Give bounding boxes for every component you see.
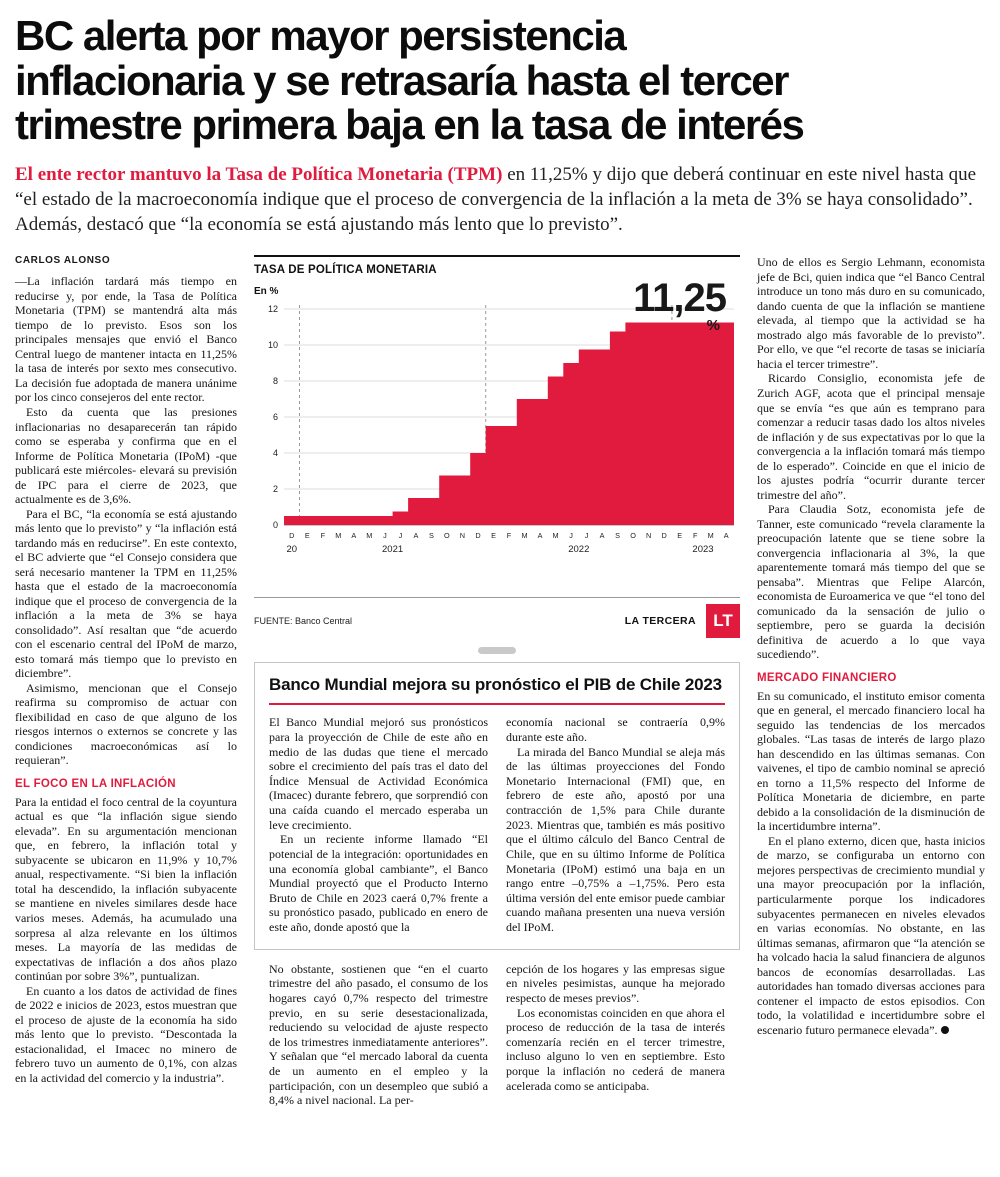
chart-area: En % 11,25 % 0 2 4 6 8 10 12 D E F M A M J J A S O N D E F M A M… [254,278,740,591]
callout-number: 11,25 [633,276,727,321]
chart-top-rule: TASA DE POLÍTICA MONETARIA [254,255,740,276]
paragraph: El Banco Mundial mejoró sus pronósticos … [269,715,488,832]
page-title: BC alerta por mayor persistencia inflaci… [15,12,805,149]
svg-text:E: E [677,531,682,540]
svg-text:D: D [475,531,480,540]
paragraph: Asimismo, mencionan que el Consejo reafi… [15,680,237,768]
chart-callout-value: 11,25 % [633,278,727,335]
box-title-rule [269,703,725,706]
svg-text:20: 20 [287,544,298,555]
middle-column: TASA DE POLÍTICA MONETARIA En % 11,25 % … [254,255,740,1108]
chart-title: TASA DE POLÍTICA MONETARIA [254,264,437,277]
svg-text:F: F [507,531,512,540]
section-subhead-inflacion: EL FOCO EN LA INFLACIÓN [15,777,176,790]
svg-text:A: A [538,531,543,540]
svg-text:A: A [351,531,356,540]
svg-text:8: 8 [273,376,278,386]
svg-text:E: E [491,531,496,540]
svg-text:M: M [335,531,341,540]
svg-text:E: E [305,531,310,540]
paragraph: En el plano externo, dicen que, hasta in… [757,834,985,1037]
chart-drag-handle [478,647,516,655]
svg-text:S: S [429,531,434,540]
svg-text:O: O [444,531,450,540]
paragraph: —La inflación tardará más tiempo en redu… [15,274,237,405]
svg-text:A: A [600,531,605,540]
left-column: CARLOS ALONSO —La inflación tardará más … [15,255,237,1108]
paragraph: cepción de los hogares y las empresas si… [506,961,725,1005]
svg-text:J: J [383,531,387,540]
svg-text:O: O [630,531,636,540]
lt-logo: LT [706,604,740,639]
chart-credit: LA TERCERA LT [624,604,740,639]
paragraph: Para Claudia Sotz, economista jefe de Ta… [757,502,985,662]
svg-text:M: M [366,531,372,540]
paragraph: En su comunicado, el instituto emisor co… [757,688,985,834]
paragraph: economía nacional se contraería 0,9% dur… [506,715,725,744]
svg-text:6: 6 [273,412,278,422]
svg-text:F: F [321,531,326,540]
chart-source: FUENTE: Banco Central [254,616,353,627]
lede-rest: en 11,25% y dijo que deberá continuar en… [15,163,977,236]
svg-text:2023: 2023 [692,544,713,555]
byline: CARLOS ALONSO [15,255,111,267]
lede-highlight: El ente rector mantuvo la Tasa de Políti… [15,163,503,185]
svg-text:N: N [460,531,465,540]
paragraph: No obstante, sostienen que “en el cuarto… [269,961,488,1108]
svg-text:12: 12 [268,304,278,314]
svg-text:A: A [724,531,729,540]
right-column: Uno de ellos es Sergio Lehmann, economis… [757,255,985,1108]
continuation-col-1: No obstante, sostienen que “en el cuarto… [269,962,488,1108]
svg-text:J: J [569,531,573,540]
svg-text:N: N [646,531,651,540]
svg-text:S: S [615,531,620,540]
svg-text:A: A [413,531,418,540]
paragraph: Ricardo Consiglio, economista jefe de Zu… [757,371,985,502]
svg-text:2022: 2022 [568,544,589,555]
callout-percent-sign: % [706,317,720,335]
box-columns: El Banco Mundial mejoró sus pronósticos … [269,715,725,934]
svg-text:D: D [662,531,667,540]
article-columns: CARLOS ALONSO —La inflación tardará más … [15,255,985,1108]
svg-text:J: J [399,531,403,540]
paragraph: En un reciente informe llamado “El poten… [269,832,488,935]
box-col-2: economía nacional se contraería 0,9% dur… [506,715,725,934]
svg-text:J: J [585,531,589,540]
paragraph: Para la entidad el foco central de la co… [15,794,237,984]
tpm-chart: TASA DE POLÍTICA MONETARIA En % 11,25 % … [254,255,740,639]
svg-text:M: M [708,531,714,540]
paragraph-text: En el plano externo, dicen que, hasta in… [757,833,985,1037]
svg-text:2: 2 [273,484,278,494]
paragraph: Uno de ellos es Sergio Lehmann, economis… [757,255,985,371]
lede: El ente rector mantuvo la Tasa de Políti… [15,162,985,238]
box-title: Banco Mundial mejora su pronóstico el PI… [269,675,722,695]
box-col-1: El Banco Mundial mejoró sus pronósticos … [269,715,488,934]
svg-text:M: M [521,531,527,540]
paragraph: La mirada del Banco Mundial se aleja más… [506,744,725,935]
svg-text:F: F [693,531,698,540]
svg-text:10: 10 [268,340,278,350]
chart-unit-label: En % [254,286,279,298]
article-end-icon [940,1025,949,1034]
svg-text:M: M [553,531,559,540]
paragraph: En cuanto a los datos de actividad de fi… [15,983,237,1085]
svg-text:4: 4 [273,448,278,458]
paragraph: Para el BC, “la economía se está ajustan… [15,506,237,681]
svg-text:0: 0 [273,520,278,530]
chart-footer: FUENTE: Banco Central LA TERCERA LT [254,597,740,639]
svg-text:D: D [289,531,294,540]
credit-name: LA TERCERA [624,615,696,628]
world-bank-box: Banco Mundial mejora su pronóstico el PI… [254,662,740,950]
paragraph: Esto da cuenta que las presiones inflaci… [15,404,237,507]
box-continuation: No obstante, sostienen que “en el cuarto… [254,962,740,1108]
continuation-col-2: cepción de los hogares y las empresas si… [506,962,725,1108]
paragraph: Los economistas coinciden en que ahora e… [506,1005,725,1093]
svg-text:2021: 2021 [382,544,403,555]
section-subhead-mercado-financiero: MERCADO FINANCIERO [757,671,897,684]
